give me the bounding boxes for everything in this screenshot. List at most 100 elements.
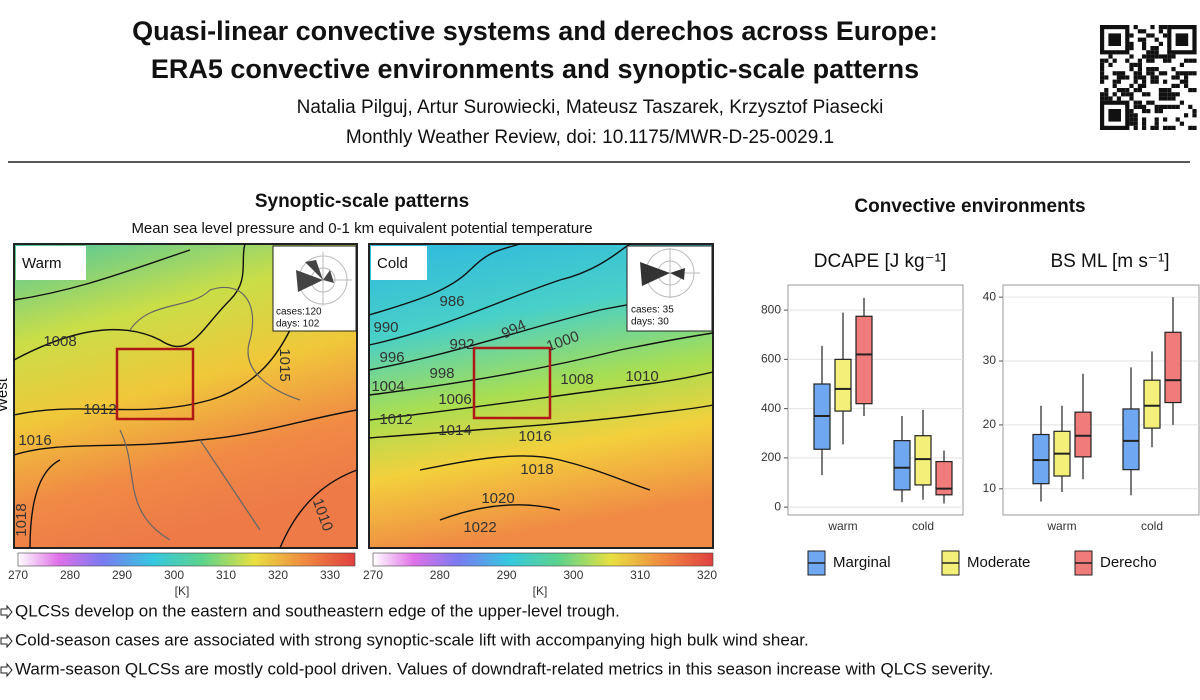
bullet-arrow	[0, 662, 13, 678]
isobar-label: 1012	[379, 411, 412, 428]
y-tick-label: 10	[983, 481, 997, 495]
qr-cell	[1163, 79, 1168, 84]
qr-cell	[1154, 50, 1159, 55]
finding: QLCSs develop on the eastern and southea…	[15, 601, 620, 620]
qr-cell	[1137, 71, 1142, 76]
qr-cell	[1158, 104, 1163, 109]
qr-cell	[1171, 83, 1176, 88]
qr-cell	[1133, 62, 1138, 67]
qr-cell	[1175, 104, 1180, 109]
qr-cell	[1171, 67, 1176, 72]
qr-cell	[1133, 79, 1138, 84]
qr-cell	[1179, 71, 1184, 76]
qr-cell	[1142, 121, 1147, 126]
qr-cell	[1150, 75, 1155, 80]
qr-cell	[1116, 96, 1121, 101]
colorbar-tick: 300	[563, 568, 583, 582]
isobar-label: 1018	[13, 503, 30, 536]
qr-cell	[1146, 92, 1151, 97]
qr-cell	[1171, 125, 1176, 130]
qr-cell	[1158, 25, 1163, 30]
section-title: Convective environments	[854, 196, 1085, 217]
qr-cell	[1188, 104, 1193, 109]
box	[914, 435, 932, 486]
qr-cell	[1142, 75, 1147, 80]
qr-cell	[1129, 117, 1134, 122]
isobar-label: 1008	[43, 333, 76, 350]
qr-cell	[1129, 33, 1134, 38]
findings: QLCSs develop on the eastern and southea…	[0, 601, 994, 678]
qr-cell	[1163, 33, 1168, 38]
qr-cell	[1137, 58, 1142, 63]
qr-cell	[1184, 58, 1189, 63]
isobar-label: 992	[449, 336, 474, 353]
qr-cell	[1154, 109, 1159, 114]
qr-cell	[1100, 79, 1105, 84]
days: days: 30	[631, 317, 669, 328]
qr-cell	[1100, 92, 1105, 97]
qr-cell	[1158, 96, 1163, 101]
colorbar-tick: 330	[320, 568, 340, 582]
qr-cell	[1142, 37, 1147, 42]
qr-cell	[1175, 83, 1180, 88]
qr-cell	[1150, 25, 1155, 30]
qr-cell	[1146, 58, 1151, 63]
section-title: Synoptic-scale patterns	[255, 191, 469, 212]
qr-cell	[1142, 79, 1147, 84]
isobar-label: 1008	[560, 371, 593, 388]
isobar-label: 1016	[518, 428, 551, 445]
qr-cell	[1192, 71, 1197, 76]
box	[893, 440, 911, 491]
qr-cell	[1163, 96, 1168, 101]
qr-cell	[1188, 58, 1193, 63]
x-tick-label: cold	[1141, 519, 1163, 533]
qr-cell	[1137, 75, 1142, 80]
qr-cell	[1154, 67, 1159, 72]
box	[855, 315, 873, 405]
qr-cell	[1171, 75, 1176, 80]
qr-cell	[1137, 88, 1142, 93]
qr-cell	[1192, 125, 1197, 130]
qr-cell	[1100, 96, 1105, 101]
label-box	[371, 246, 427, 280]
qr-cell	[1184, 113, 1189, 118]
qr-cell	[1129, 96, 1134, 101]
qr-cell	[1171, 92, 1176, 97]
qr-cell	[1129, 121, 1134, 126]
qr-cell	[1142, 83, 1147, 88]
qr-cell	[1146, 67, 1151, 72]
qr-cell	[1129, 113, 1134, 118]
isobar-label: 1016	[18, 432, 51, 449]
qr-cell	[1108, 62, 1113, 67]
qr-code	[1099, 25, 1197, 130]
qr-cell	[1104, 96, 1109, 101]
finding: Warm-season QLCSs are mostly cold-pool d…	[15, 659, 994, 678]
qr-cell	[1121, 92, 1126, 97]
isobar-label: 1010	[625, 368, 658, 385]
isobar-label: 1006	[438, 391, 471, 408]
colorbar-tick: 320	[697, 568, 717, 582]
y-tick-label: 800	[761, 302, 781, 316]
qr-cell	[1150, 67, 1155, 72]
cases: cases:120	[276, 307, 322, 318]
qr-cell	[1163, 104, 1168, 109]
qr-cell	[1167, 58, 1172, 63]
qr-cell	[1158, 29, 1163, 34]
qr-cell	[1125, 92, 1130, 97]
qr-cell	[1104, 92, 1109, 97]
qr-cell	[1137, 67, 1142, 72]
colorbar	[372, 552, 714, 567]
qr-cell	[1137, 62, 1142, 67]
qr-cell	[1129, 62, 1134, 67]
qr-cell	[1192, 109, 1197, 114]
qr-cell	[1129, 67, 1134, 72]
isobar-label: 996	[379, 349, 404, 366]
qr-cell	[1146, 33, 1151, 38]
qr-cell	[1112, 83, 1117, 88]
qr-cell	[1137, 37, 1142, 42]
qr-cell	[1158, 109, 1163, 114]
legend-label: Derecho	[1100, 554, 1157, 571]
y-tick-label: 0	[774, 499, 781, 513]
isobar-label: 1022	[463, 519, 496, 536]
